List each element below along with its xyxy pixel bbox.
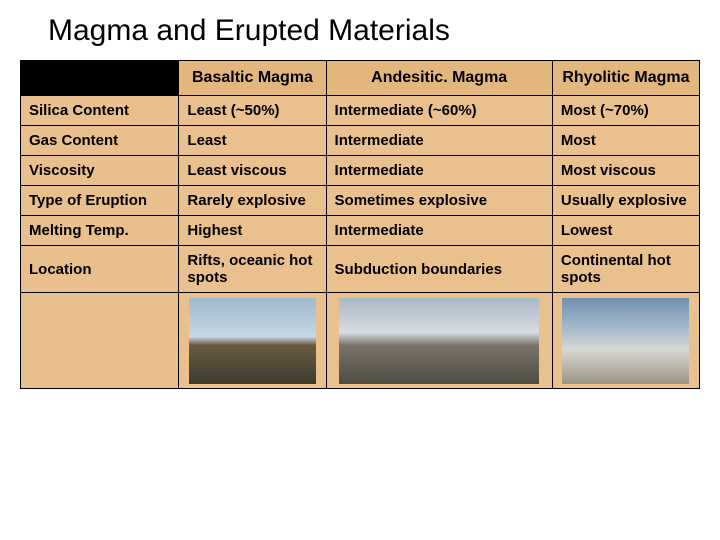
cell-andesitic: Intermediate	[326, 216, 552, 246]
cell-andesitic: Intermediate	[326, 126, 552, 156]
cell-rhyolitic: Usually explosive	[552, 186, 699, 216]
cell-rhyolitic: Continental hot spots	[552, 246, 699, 293]
row-label: Silica Content	[21, 96, 179, 126]
table-row: Location Rifts, oceanic hot spots Subduc…	[21, 246, 700, 293]
cell-rhyolitic: Most (~70%)	[552, 96, 699, 126]
cell-basaltic: Least (~50%)	[179, 96, 326, 126]
table-row: Gas Content Least Intermediate Most	[21, 126, 700, 156]
cell-basaltic: Least viscous	[179, 156, 326, 186]
table-row: Viscosity Least viscous Intermediate Mos…	[21, 156, 700, 186]
image-cell-basaltic	[179, 293, 326, 389]
andesitic-volcano-image	[339, 298, 539, 384]
row-label: Melting Temp.	[21, 216, 179, 246]
cell-andesitic: Sometimes explosive	[326, 186, 552, 216]
magma-table: Basaltic Magma Andesitic. Magma Rhyoliti…	[20, 60, 700, 389]
header-blank	[21, 61, 179, 96]
image-cell-rhyolitic	[552, 293, 699, 389]
slide: Magma and Erupted Materials Basaltic Mag…	[0, 0, 720, 540]
image-row-blank	[21, 293, 179, 389]
rhyolitic-volcano-image	[562, 298, 689, 384]
header-rhyolitic: Rhyolitic Magma	[552, 61, 699, 96]
image-cell-andesitic	[326, 293, 552, 389]
cell-andesitic: Subduction boundaries	[326, 246, 552, 293]
row-label: Viscosity	[21, 156, 179, 186]
table-row: Silica Content Least (~50%) Intermediate…	[21, 96, 700, 126]
cell-rhyolitic: Lowest	[552, 216, 699, 246]
header-andesitic: Andesitic. Magma	[326, 61, 552, 96]
header-row: Basaltic Magma Andesitic. Magma Rhyoliti…	[21, 61, 700, 96]
cell-basaltic: Least	[179, 126, 326, 156]
header-basaltic: Basaltic Magma	[179, 61, 326, 96]
image-row	[21, 293, 700, 389]
table-row: Melting Temp. Highest Intermediate Lowes…	[21, 216, 700, 246]
cell-rhyolitic: Most	[552, 126, 699, 156]
cell-basaltic: Rarely explosive	[179, 186, 326, 216]
row-label: Gas Content	[21, 126, 179, 156]
row-label: Type of Eruption	[21, 186, 179, 216]
cell-basaltic: Rifts, oceanic hot spots	[179, 246, 326, 293]
cell-andesitic: Intermediate (~60%)	[326, 96, 552, 126]
page-title: Magma and Erupted Materials	[48, 14, 700, 48]
table-row: Type of Eruption Rarely explosive Someti…	[21, 186, 700, 216]
basaltic-volcano-image	[189, 298, 316, 384]
cell-andesitic: Intermediate	[326, 156, 552, 186]
cell-rhyolitic: Most viscous	[552, 156, 699, 186]
cell-basaltic: Highest	[179, 216, 326, 246]
row-label: Location	[21, 246, 179, 293]
